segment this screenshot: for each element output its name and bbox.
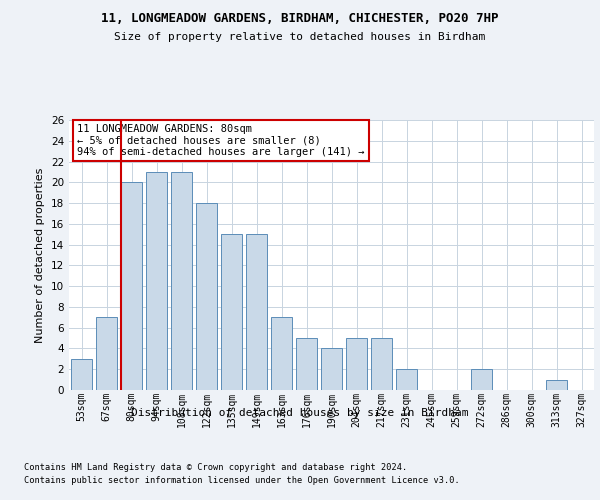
Bar — [246, 234, 267, 390]
Bar — [146, 172, 167, 390]
Bar — [71, 359, 92, 390]
Text: 11 LONGMEADOW GARDENS: 80sqm
← 5% of detached houses are smaller (8)
94% of semi: 11 LONGMEADOW GARDENS: 80sqm ← 5% of det… — [77, 124, 364, 157]
Bar — [196, 203, 217, 390]
Bar — [271, 318, 292, 390]
Y-axis label: Number of detached properties: Number of detached properties — [35, 168, 46, 342]
Bar — [471, 369, 492, 390]
Bar — [396, 369, 417, 390]
Bar — [96, 318, 117, 390]
Text: 11, LONGMEADOW GARDENS, BIRDHAM, CHICHESTER, PO20 7HP: 11, LONGMEADOW GARDENS, BIRDHAM, CHICHES… — [101, 12, 499, 26]
Bar — [546, 380, 567, 390]
Bar — [121, 182, 142, 390]
Bar — [296, 338, 317, 390]
Bar — [321, 348, 342, 390]
Text: Size of property relative to detached houses in Birdham: Size of property relative to detached ho… — [115, 32, 485, 42]
Text: Contains HM Land Registry data © Crown copyright and database right 2024.: Contains HM Land Registry data © Crown c… — [24, 462, 407, 471]
Bar — [221, 234, 242, 390]
Bar — [346, 338, 367, 390]
Bar — [171, 172, 192, 390]
Bar — [371, 338, 392, 390]
Text: Contains public sector information licensed under the Open Government Licence v3: Contains public sector information licen… — [24, 476, 460, 485]
Text: Distribution of detached houses by size in Birdham: Distribution of detached houses by size … — [131, 408, 469, 418]
